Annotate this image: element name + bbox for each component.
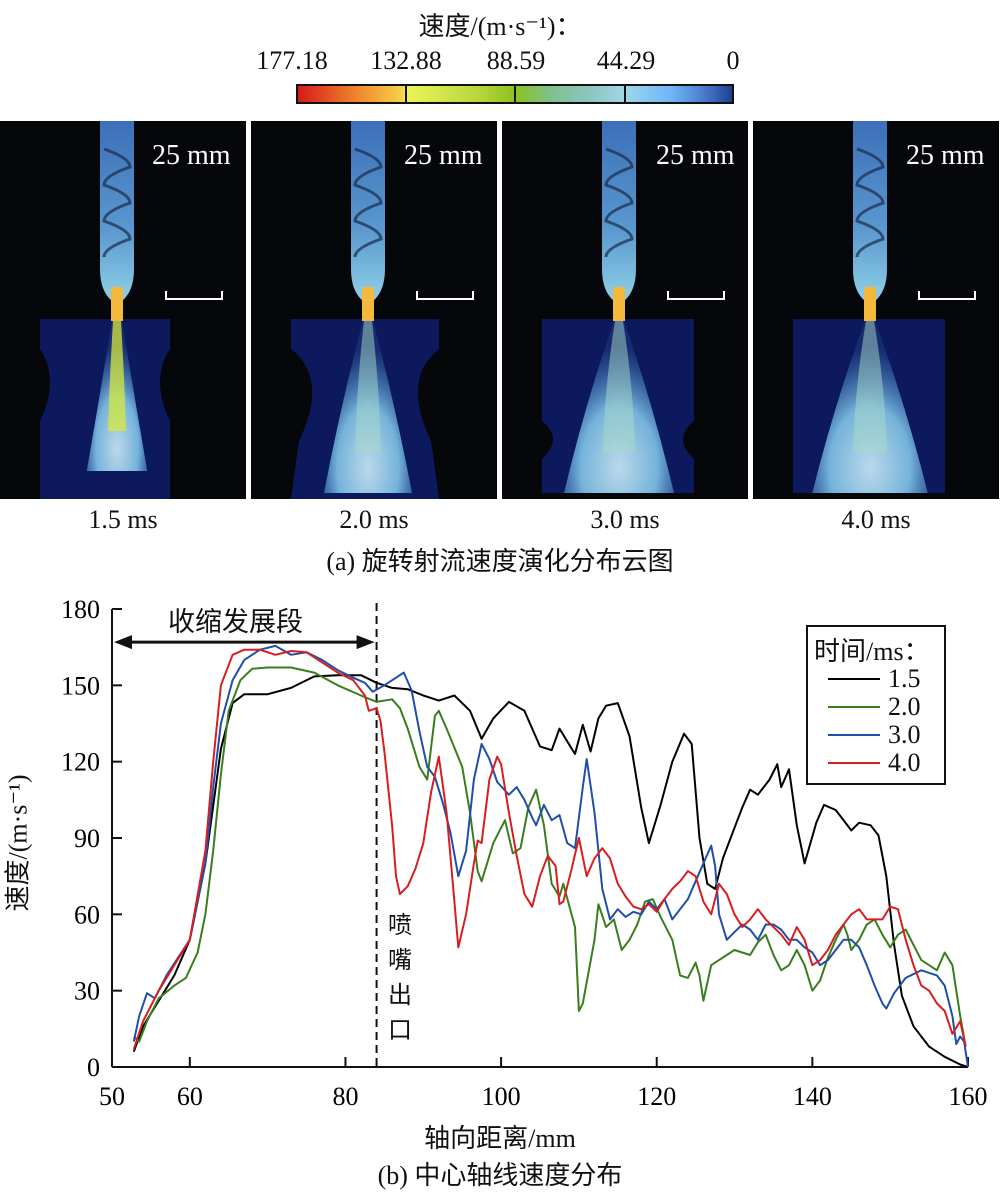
colorbar-title: 速度/(m·s⁻¹)：: [418, 12, 582, 41]
panel-time-label: 3.0 ms: [590, 505, 660, 534]
colorbar-divider: [514, 84, 516, 104]
jet-core: [354, 321, 382, 453]
colorbar-tick: 132.88: [370, 46, 442, 75]
scale-bar: [667, 291, 725, 300]
scale-bar: [416, 291, 474, 300]
x-tick-label: 80: [332, 1082, 358, 1110]
x-axis-label: 轴向距离/mm: [424, 1124, 576, 1153]
caption-a: (a) 旋转射流速度演化分布云图: [326, 547, 674, 576]
nozzle-exit-label: 出: [388, 983, 412, 1009]
legend-swatch: [828, 762, 880, 764]
region-label: 收缩发展段: [168, 607, 303, 637]
legend-item: 4.0: [828, 748, 921, 777]
series-line-3-0: [132, 644, 969, 1068]
y-tick-label: 180: [61, 595, 100, 624]
colorbar-tick: 88.59: [486, 46, 546, 75]
y-tick-label: 120: [61, 748, 100, 777]
panel-time-label: 1.5 ms: [88, 505, 158, 534]
contour-image: [291, 121, 474, 499]
velocity-contour-panel-4: [753, 121, 999, 499]
legend: 时间/ms： 1.5 2.0 3.0 4.0: [806, 625, 946, 785]
panel-time-label: 4.0 ms: [841, 505, 911, 534]
swirl-tube: [100, 121, 134, 301]
y-tick-label: 60: [74, 900, 100, 929]
helical-vane: [604, 147, 634, 258]
legend-label: 3.0: [888, 720, 921, 749]
contour-image: [793, 121, 976, 493]
x-tick-label: 60: [177, 1082, 203, 1110]
colorbar-divider: [624, 84, 626, 104]
y-tick-label: 90: [74, 824, 100, 853]
nozzle-exit-label: 口: [388, 1018, 412, 1044]
swirl-tube: [853, 121, 887, 301]
scale-bar: [918, 291, 976, 300]
colorbar-tick: 177.18: [256, 46, 328, 75]
colorbar-tick: 44.29: [596, 46, 656, 75]
x-tick-label: 100: [482, 1082, 521, 1110]
y-tick-label: 30: [74, 977, 100, 1006]
helical-vane: [855, 147, 885, 258]
scale-bar-label: 25 mm: [404, 140, 483, 171]
scale-bar-label: 25 mm: [906, 140, 985, 171]
jet-core: [852, 321, 888, 453]
colorbar-tick: 0: [726, 46, 740, 75]
scale-bar-label: 25 mm: [152, 140, 231, 171]
centerline-velocity-chart: 50 60 80 100 120 140 160 0 30 60 90 120 150 180: [61, 595, 988, 1110]
legend-swatch: [828, 734, 880, 736]
helical-vane: [102, 147, 132, 258]
velocity-contour-panel-1: [0, 121, 246, 499]
legend-label: 2.0: [888, 692, 921, 721]
legend-label: 4.0: [888, 748, 921, 777]
arrow-head-left: [114, 635, 132, 650]
jet-core: [107, 321, 127, 431]
series-line-1-5: [132, 674, 969, 1068]
x-tick-label: 140: [793, 1082, 832, 1110]
nozzle-exit-label: 嘴: [388, 948, 412, 974]
legend-swatch: [828, 706, 880, 708]
nozzle-throat: [613, 287, 625, 321]
x-tick-label: 120: [637, 1082, 676, 1110]
swirl-tube: [351, 121, 385, 301]
panel-time-label: 2.0 ms: [339, 505, 409, 534]
velocity-contour-panel-2: [251, 121, 497, 499]
legend-item: 2.0: [828, 692, 921, 721]
scale-bar-label: 25 mm: [656, 140, 735, 171]
legend-swatch: [828, 678, 880, 680]
nozzle-throat: [111, 287, 123, 321]
contour-image: [542, 121, 725, 493]
legend-label: 1.5: [888, 664, 921, 693]
series-line-4-0: [132, 648, 967, 1050]
caption-b: (b) 中心轴线速度分布: [377, 1161, 623, 1190]
jet-core: [602, 321, 636, 453]
legend-item: 3.0: [828, 720, 921, 749]
nozzle-exit-label: 喷: [388, 913, 412, 939]
y-tick-label: 150: [61, 671, 100, 700]
legend-item: 1.5: [828, 664, 921, 693]
scale-bar: [165, 291, 223, 300]
nozzle-throat: [864, 287, 876, 321]
y-tick-label: 0: [87, 1053, 100, 1082]
arrow-head-right: [356, 635, 375, 650]
legend-title: 时间/ms：: [814, 637, 930, 666]
velocity-contour-panel-3: [502, 121, 748, 499]
x-tick-label: 160: [949, 1082, 988, 1110]
helical-vane: [353, 147, 383, 258]
colorbar-divider: [405, 84, 407, 104]
contour-image: [40, 121, 223, 499]
y-axis-label: 速度/(m·s⁻¹): [3, 774, 33, 912]
nozzle-throat: [362, 287, 374, 321]
x-tick-label: 50: [99, 1082, 125, 1110]
swirl-tube: [602, 121, 636, 301]
